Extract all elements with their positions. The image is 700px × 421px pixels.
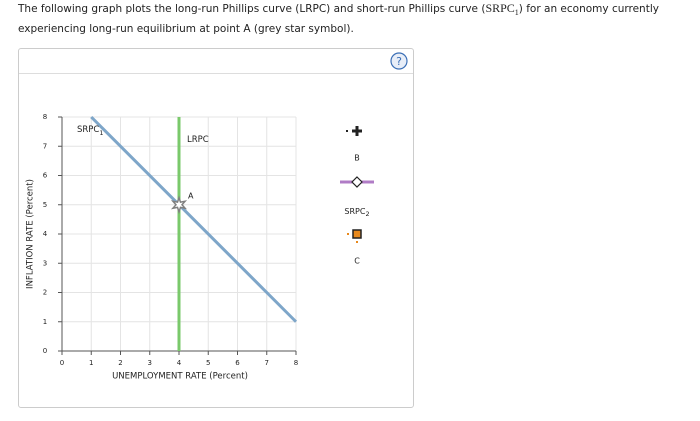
y-tick-label: 0	[43, 347, 47, 355]
y-tick-label: 3	[43, 259, 47, 267]
help-button[interactable]: ?	[390, 52, 408, 70]
x-tick-label: 5	[206, 359, 210, 367]
y-axis-label: INFLATION RATE (Percent)	[26, 179, 36, 289]
tool-name: SRPC	[344, 207, 365, 216]
series-name: LRPC	[187, 135, 209, 145]
series-label: LRPC	[187, 135, 209, 145]
svg-text:?: ?	[396, 55, 402, 68]
series-line	[90, 115, 298, 323]
y-tick-label: 4	[43, 230, 48, 238]
tool-label: B	[354, 154, 360, 163]
square-icon	[352, 229, 362, 239]
point-label: A	[188, 191, 194, 200]
x-tick-label: 8	[294, 359, 298, 367]
y-tick-label: 5	[43, 201, 47, 209]
x-tick-label: 2	[118, 359, 122, 367]
series-subscript: 1	[99, 129, 103, 137]
tool-srpc2[interactable]: SRPC2	[340, 176, 374, 219]
y-tick-label: 6	[43, 172, 48, 180]
x-tick-label: 6	[235, 359, 240, 367]
y-tick-label: 8	[43, 113, 47, 121]
cross-icon	[352, 126, 362, 136]
icon-dot	[347, 233, 349, 235]
y-tick-label: 7	[43, 142, 47, 150]
tool-subscript: 2	[365, 210, 369, 218]
instruction-term: SRPC	[485, 1, 515, 15]
x-tick-label: 4	[177, 359, 182, 367]
y-tick-label: 2	[43, 289, 47, 297]
icon-dot	[356, 241, 358, 243]
y-tick-label: 1	[43, 318, 47, 326]
x-axis-label: UNEMPLOYMENT RATE (Percent)	[112, 372, 248, 382]
series-name: SRPC	[77, 125, 99, 135]
instruction-text: ) for an economy currently experiencing …	[18, 3, 659, 36]
panel-header	[19, 49, 413, 74]
icon-dot	[346, 130, 348, 132]
graph-panel	[18, 48, 414, 408]
point-marker	[170, 195, 188, 215]
tool-c[interactable]: C	[347, 229, 362, 266]
x-tick-label: 1	[89, 359, 93, 367]
tool-label: C	[354, 257, 360, 266]
tool-b[interactable]: B	[346, 126, 362, 163]
tool-label: SRPC2	[344, 207, 369, 219]
instruction-subscript: 1	[514, 8, 519, 18]
diamond-icon	[351, 176, 363, 188]
instructions: The following graph plots the long-run P…	[18, 0, 688, 38]
x-tick-label: 3	[148, 359, 152, 367]
series-label: SRPC1	[77, 125, 104, 138]
x-tick-label: 7	[265, 359, 269, 367]
x-tick-label: 0	[60, 359, 64, 367]
instruction-text: The following graph plots the long-run P…	[18, 3, 486, 15]
